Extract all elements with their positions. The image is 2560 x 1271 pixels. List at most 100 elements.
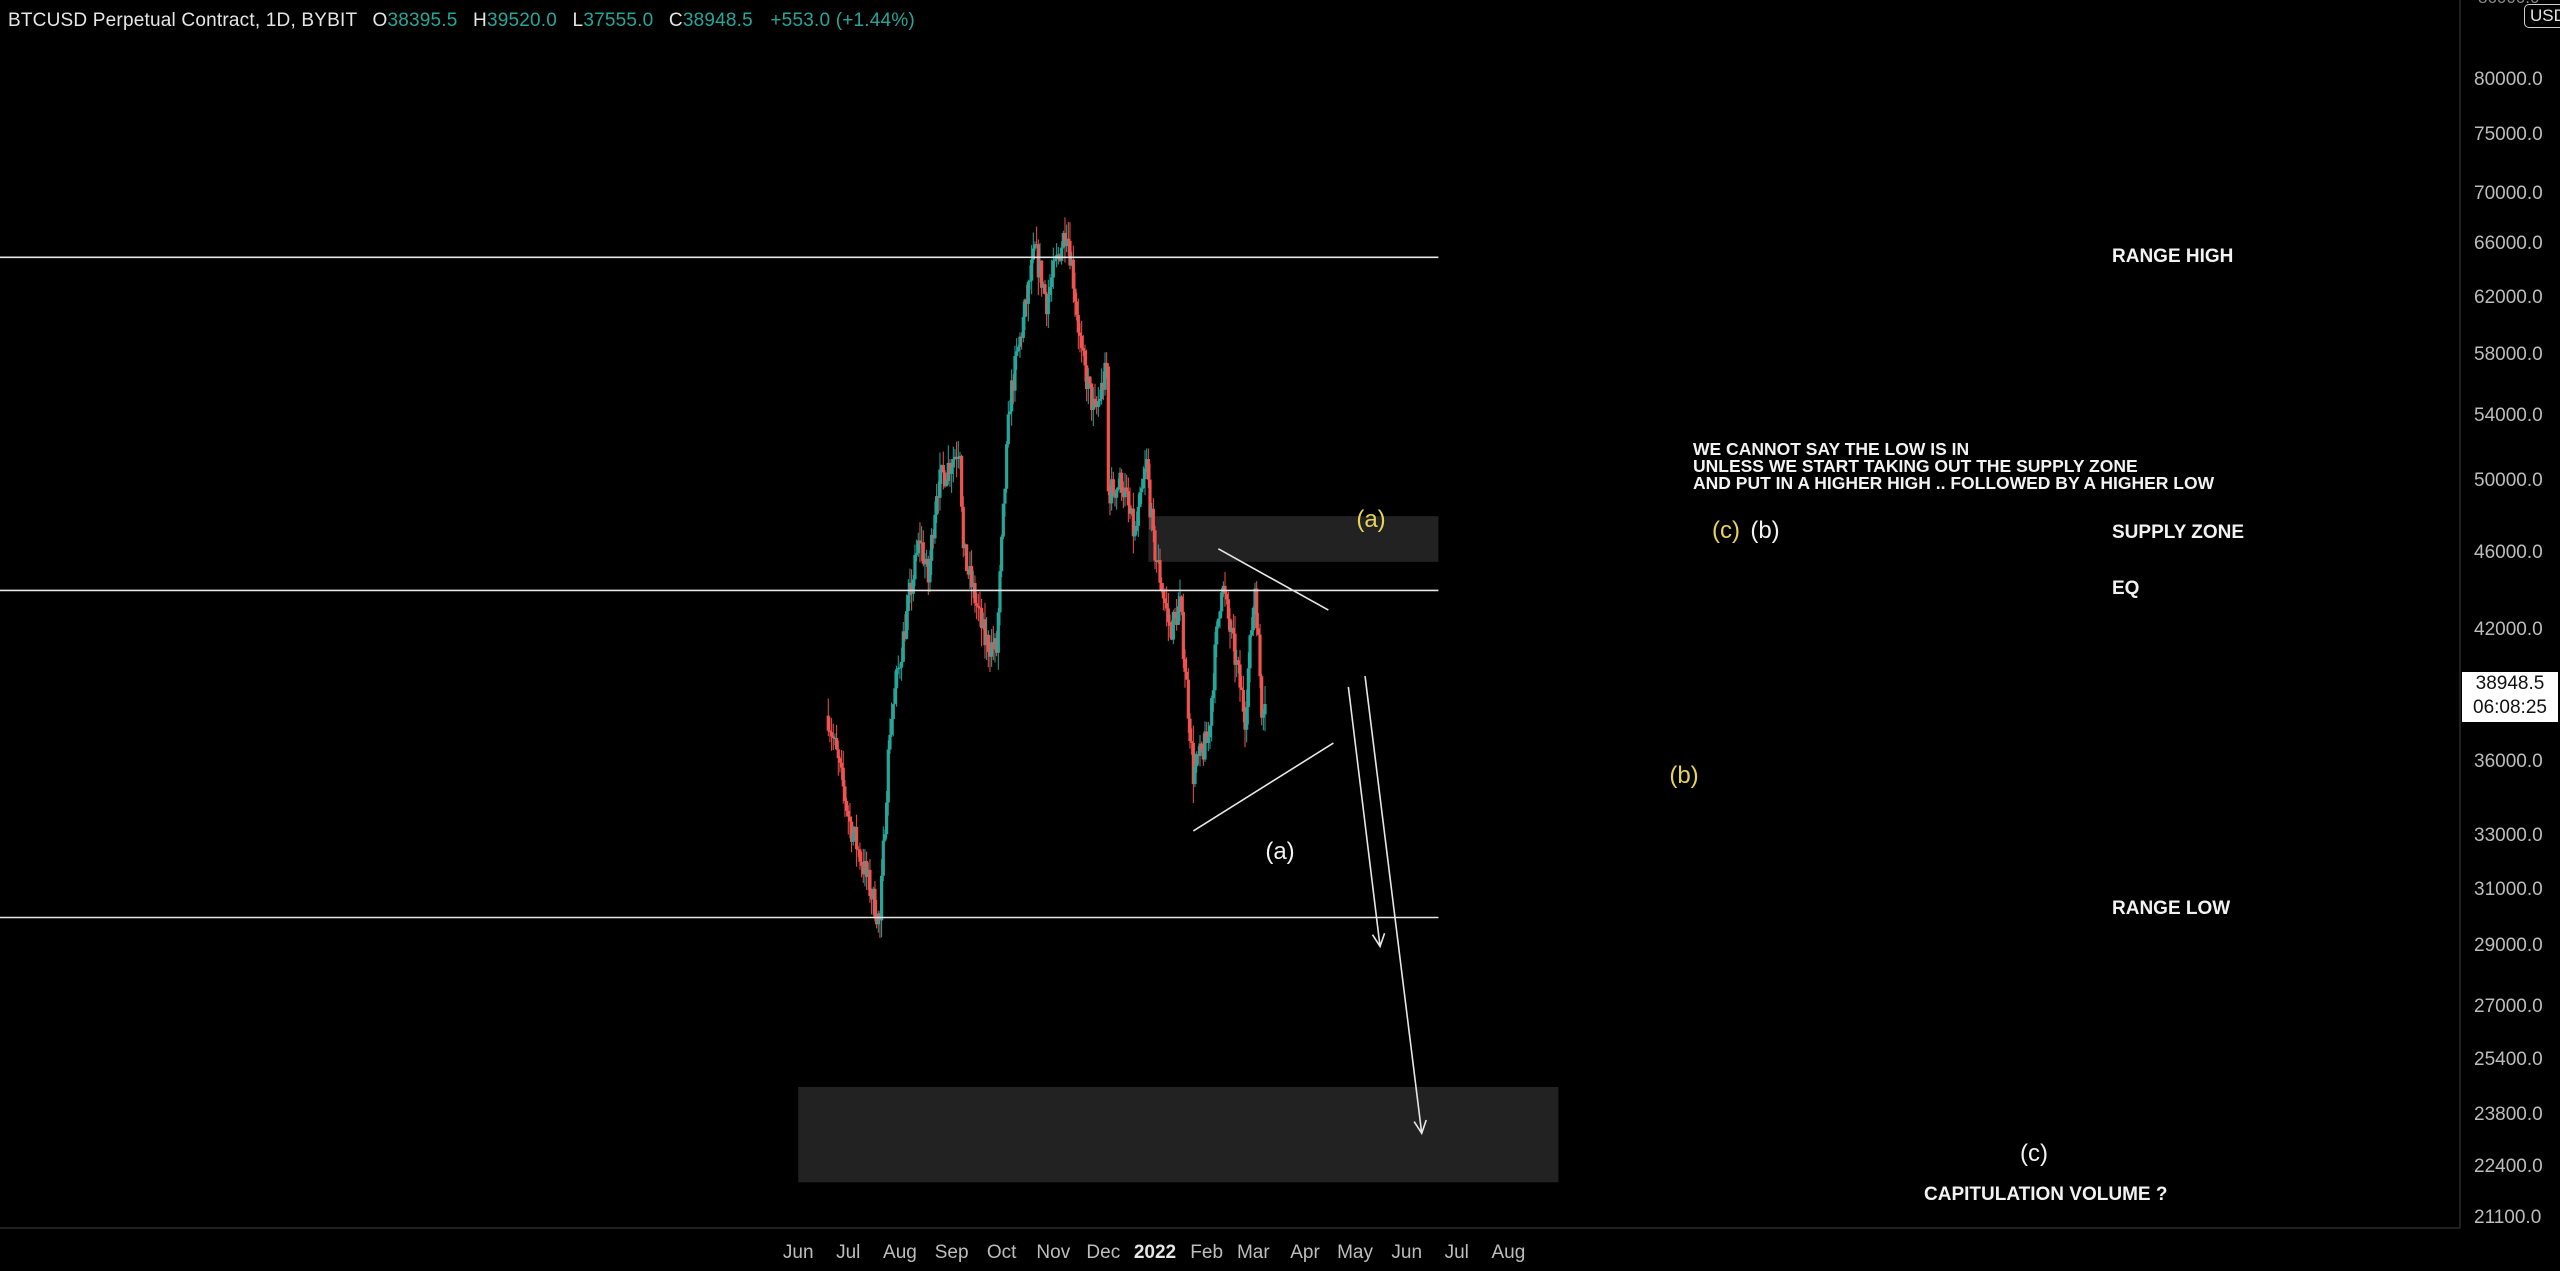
candle-body <box>1006 414 1010 445</box>
candle-body <box>1258 634 1262 677</box>
candle-body <box>1003 488 1007 504</box>
candle-body <box>893 688 897 705</box>
change-value: +553.0 (+1.44%) <box>770 10 915 31</box>
candle-body <box>1255 588 1259 629</box>
current-price-marker: 38948.5 06:08:25 <box>2462 672 2558 722</box>
candle-body <box>1038 260 1042 278</box>
time-tick-label: Jul <box>1444 1242 1469 1263</box>
candle-body <box>1005 444 1009 489</box>
candle-body <box>883 834 887 841</box>
candle-body <box>891 704 895 720</box>
candles-layer <box>826 217 1267 938</box>
candle-body <box>828 730 832 733</box>
analysis-note: WE CANNOT SAY THE LOW IS IN UNLESS WE ST… <box>1693 440 2214 492</box>
candle-body <box>888 734 892 750</box>
candle-body <box>870 896 874 900</box>
candle-body <box>1135 525 1139 532</box>
candle-body <box>918 540 922 544</box>
candle-body <box>1041 284 1045 288</box>
candle-body <box>976 605 980 608</box>
price-tick-label: 27000.0 <box>2474 996 2543 1018</box>
candle-body <box>1253 588 1257 608</box>
time-tick-label: Aug <box>883 1242 917 1263</box>
candle-body <box>980 607 984 629</box>
time-tick-label: Nov <box>1036 1242 1071 1263</box>
candle-body <box>1026 281 1030 304</box>
wave-c-yellow-label: (c) <box>1712 517 1740 544</box>
price-tick-label: 58000.0 <box>2474 343 2543 365</box>
candle-body <box>1231 627 1235 634</box>
candle-body <box>1211 690 1215 699</box>
candle-body <box>1241 689 1245 712</box>
time-tick-label: 2022 <box>1133 1242 1177 1263</box>
lines-layer <box>0 256 1439 1136</box>
candle-body <box>1076 314 1080 333</box>
candle-body <box>1065 238 1069 247</box>
candle-body <box>921 542 925 564</box>
candle-body <box>1150 508 1154 518</box>
candle-body <box>1213 644 1217 691</box>
candle-body <box>860 861 864 866</box>
time-tick-label: Oct <box>986 1242 1017 1263</box>
projection-arrow-1 <box>1364 676 1423 1134</box>
wave-b-yellow-label: (b) <box>1669 762 1699 789</box>
capitulation-label: CAPITULATION VOLUME ? <box>1924 1184 2168 1205</box>
candle-body <box>830 732 834 737</box>
trendline-1 <box>1217 548 1329 611</box>
candle-body <box>1155 560 1159 562</box>
candle-body <box>826 715 830 731</box>
candle-body <box>983 619 987 646</box>
price-tick-label: 23800.0 <box>2474 1104 2543 1126</box>
candle-body <box>1206 737 1210 743</box>
candle-body <box>910 582 914 594</box>
wave-c-bottom-label: (c) <box>2020 1140 2048 1167</box>
candle-body <box>911 579 915 594</box>
candle-body <box>960 455 964 507</box>
candle-body <box>931 534 935 539</box>
candle-body <box>1178 596 1182 607</box>
candle-body <box>1020 336 1024 338</box>
candle-body <box>1071 259 1075 289</box>
candle-body <box>1188 718 1192 742</box>
candle-body <box>871 888 875 900</box>
candle-body <box>1033 244 1037 249</box>
candle-body <box>875 918 879 925</box>
candle-body <box>915 553 919 556</box>
candle-body <box>1086 376 1090 389</box>
candle-body <box>1238 664 1242 688</box>
candle-body <box>1160 582 1164 592</box>
candle-body <box>1170 625 1174 640</box>
currency-selector[interactable]: USD <box>2524 4 2560 28</box>
candle-body <box>1175 613 1179 625</box>
candle-body <box>1191 742 1195 785</box>
price-tick-label: 50000.0 <box>2474 470 2543 492</box>
candle-body <box>1145 459 1149 469</box>
close-key: C <box>668 10 683 31</box>
close-value: 38948.5 <box>682 10 753 31</box>
candle-body <box>916 540 920 554</box>
price-tick-label: 46000.0 <box>2474 541 2543 563</box>
candle-body <box>841 767 845 787</box>
symbol-title: BTCUSD Perpetual Contract, 1D, BYBIT <box>8 10 357 31</box>
price-tick-label: 33000.0 <box>2474 825 2543 847</box>
candle-body <box>1140 488 1144 493</box>
candle-body <box>1021 317 1025 338</box>
candle-body <box>1151 508 1155 531</box>
candle-body <box>1015 351 1019 356</box>
candle-body <box>935 496 939 515</box>
price-tick-label: 54000.0 <box>2474 404 2543 426</box>
candle-body <box>1061 233 1065 248</box>
candle-body <box>1051 260 1055 278</box>
candle-body <box>1181 611 1185 659</box>
candle-body <box>940 465 944 470</box>
candle-body <box>1113 493 1117 498</box>
candle-body <box>1008 411 1012 415</box>
supply-zone-label: SUPPLY ZONE <box>2112 522 2244 543</box>
candle-body <box>1245 707 1249 730</box>
candle-body <box>1048 287 1052 295</box>
candle-body <box>1195 754 1199 767</box>
chart-header-legend: BTCUSD Perpetual Contract, 1D, BYBIT O38… <box>8 10 915 32</box>
candle-body <box>1000 536 1004 572</box>
candle-body <box>861 865 865 875</box>
